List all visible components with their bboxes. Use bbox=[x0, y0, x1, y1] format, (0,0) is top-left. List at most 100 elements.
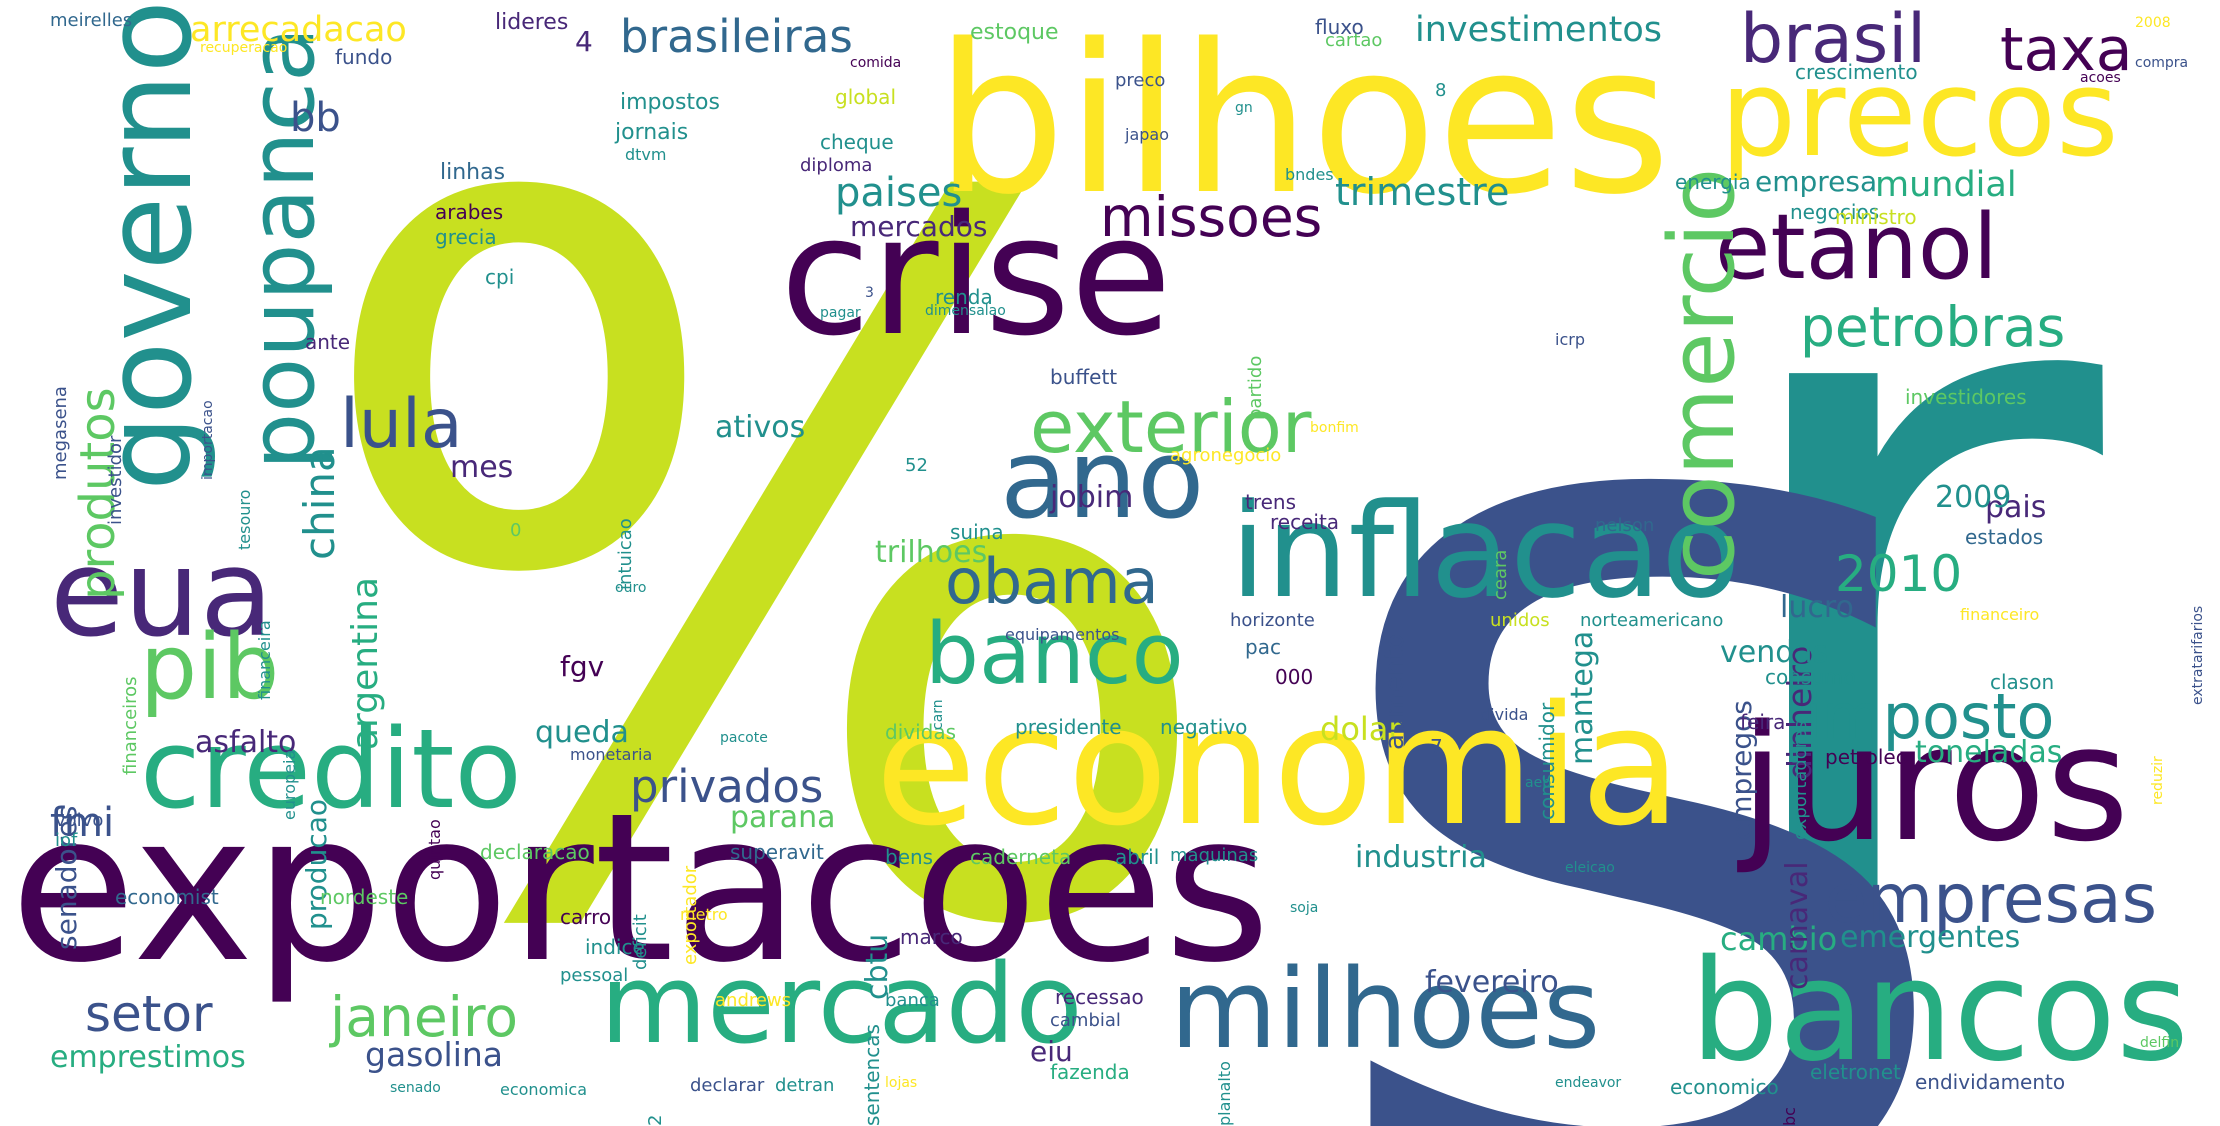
word-etanol: etanol bbox=[1715, 195, 1998, 300]
word-lucro: lucro bbox=[1780, 590, 1854, 625]
word-setor: setor bbox=[85, 985, 213, 1043]
word-nordeste: nordeste bbox=[320, 885, 408, 909]
word-economica: economica bbox=[500, 1080, 587, 1099]
word-imposto: imposto bbox=[1805, 680, 2054, 753]
word-pais: pais bbox=[1985, 490, 2046, 525]
word-japao: japao bbox=[1124, 125, 1169, 144]
word-declarar: declarar bbox=[690, 1075, 765, 1096]
word-paises: paises bbox=[835, 170, 962, 216]
word-aumento: aumento bbox=[1380, 634, 1410, 750]
word-delfin: delfin bbox=[2140, 1035, 2179, 1051]
word-gn: gn bbox=[1235, 100, 1253, 116]
word-economist: economist bbox=[115, 885, 219, 909]
word-agronegocio: agronegocio bbox=[1170, 445, 1281, 466]
word-extratarifarios: extratarifarios bbox=[2190, 606, 2206, 705]
word-carro: carro bbox=[560, 905, 611, 929]
word-ministro: ministro bbox=[1835, 205, 1917, 229]
word-impostos: impostos bbox=[620, 90, 720, 115]
word-dinheiro: dinheiro bbox=[1780, 646, 1819, 780]
word-emergentes: emergentes bbox=[1840, 920, 2020, 955]
word-arrecadacao: arrecadacao bbox=[190, 10, 407, 50]
word-consumo: consumo bbox=[1765, 665, 1856, 689]
word-dividas: dividas bbox=[885, 720, 956, 744]
word-inflacao: inflacao bbox=[1230, 475, 1741, 627]
word-r: r bbox=[1700, 0, 2113, 1126]
word-presidente: presidente bbox=[1015, 715, 1122, 739]
word-000: 000 bbox=[1275, 665, 1313, 689]
word-monetaria: monetaria bbox=[570, 745, 652, 764]
word-investimentos: investimentos bbox=[1415, 10, 1662, 50]
word-1: 1 bbox=[1140, 35, 1159, 70]
word-endeavor: endeavor bbox=[1555, 1075, 1621, 1091]
word-andrews: andrews bbox=[715, 990, 791, 1011]
word-superavit: superavit bbox=[730, 840, 824, 864]
word-crescimento: crescimento bbox=[1795, 60, 1918, 84]
word-missoes: missoes bbox=[1100, 185, 1322, 249]
word-3: 3 bbox=[865, 285, 874, 301]
word-privados: privados bbox=[630, 760, 823, 813]
word-gasolina: gasolina bbox=[365, 1035, 503, 1074]
word-empresas: empresas bbox=[1825, 860, 2157, 939]
word-preco: preco bbox=[1115, 70, 1165, 91]
word-s: s bbox=[1300, 0, 1977, 1126]
word-volvo: volvo bbox=[55, 810, 103, 831]
word-banco: banco bbox=[925, 605, 1184, 704]
word-importacao: importacao bbox=[200, 400, 216, 480]
word-percent: % bbox=[300, 0, 1231, 1126]
word-fevereiro: fevereiro bbox=[1425, 965, 1559, 1000]
word-negativo: negativo bbox=[1160, 715, 1247, 739]
word-lojas: lojas bbox=[885, 1075, 917, 1091]
word-nelson: nelson bbox=[1595, 515, 1654, 536]
word-arabes: arabes bbox=[435, 200, 503, 224]
word-jornais: jornais bbox=[614, 120, 688, 145]
word-ouro: ouro bbox=[615, 580, 646, 596]
word-metro: metro bbox=[680, 905, 728, 924]
word-compra: compra bbox=[2135, 55, 2188, 71]
word-norteamericano: norteamericano bbox=[1580, 610, 1723, 631]
word-7: 7 bbox=[1430, 735, 1443, 759]
word-lideres: lideres bbox=[495, 10, 568, 35]
word-fmi: fmi bbox=[50, 800, 114, 846]
word-ceara: ceara bbox=[1490, 550, 1511, 600]
word-bonfim: bonfim bbox=[1310, 420, 1359, 436]
word-cpi: cpi bbox=[485, 265, 514, 289]
word-4: 4 bbox=[575, 25, 593, 58]
word-estoque: estoque bbox=[970, 20, 1059, 45]
word-mantega: mantega bbox=[1565, 631, 1600, 765]
word-abril: abril bbox=[1115, 845, 1159, 869]
word-brasil: brasil bbox=[1740, 0, 1926, 79]
word-fundo: fundo bbox=[335, 45, 392, 69]
word-tesouro: tesouro bbox=[235, 490, 254, 550]
word-brasileiras: brasileiras bbox=[620, 10, 853, 63]
word-consumidor: consumidor bbox=[1535, 702, 1559, 820]
word-pac: pac bbox=[1245, 635, 1281, 659]
word-caderneta: caderneta bbox=[970, 845, 1071, 869]
word-investidor: investidor bbox=[105, 435, 126, 525]
word-europeia: europeia bbox=[280, 750, 299, 820]
word-lula: lula bbox=[340, 385, 463, 464]
word-diploma: diploma bbox=[800, 155, 872, 176]
word-emprestimos: emprestimos bbox=[50, 1040, 246, 1075]
word-deficit: deficit bbox=[630, 914, 651, 970]
word-milhoes: milhoes bbox=[1170, 945, 1600, 1073]
word-partido: partido bbox=[1245, 356, 1266, 420]
word-economico: economico bbox=[1670, 1075, 1779, 1099]
word-endividamento: endividamento bbox=[1915, 1070, 2065, 1094]
word-iof: iof bbox=[55, 830, 78, 851]
word-juros: juros bbox=[1737, 690, 2129, 877]
word-sentencas: sentencas bbox=[860, 1024, 884, 1126]
word-mercados: mercados bbox=[850, 210, 987, 243]
word-bc: bc bbox=[1780, 1107, 1799, 1126]
word-reduzir: reduzir bbox=[2150, 756, 2166, 805]
word-pagar: pagar bbox=[820, 305, 861, 321]
word-receita: receita bbox=[1270, 510, 1339, 534]
word-recessao: recessao bbox=[1055, 985, 1144, 1009]
word-divida: divida bbox=[1480, 705, 1528, 724]
word-horizonte: horizonte bbox=[1230, 610, 1315, 631]
word-dimensalao: dimensalao bbox=[925, 303, 1006, 319]
word-pacote: pacote bbox=[720, 730, 768, 746]
word-maquinas: maquinas bbox=[1170, 845, 1258, 866]
word-governo: governo bbox=[80, 0, 219, 491]
